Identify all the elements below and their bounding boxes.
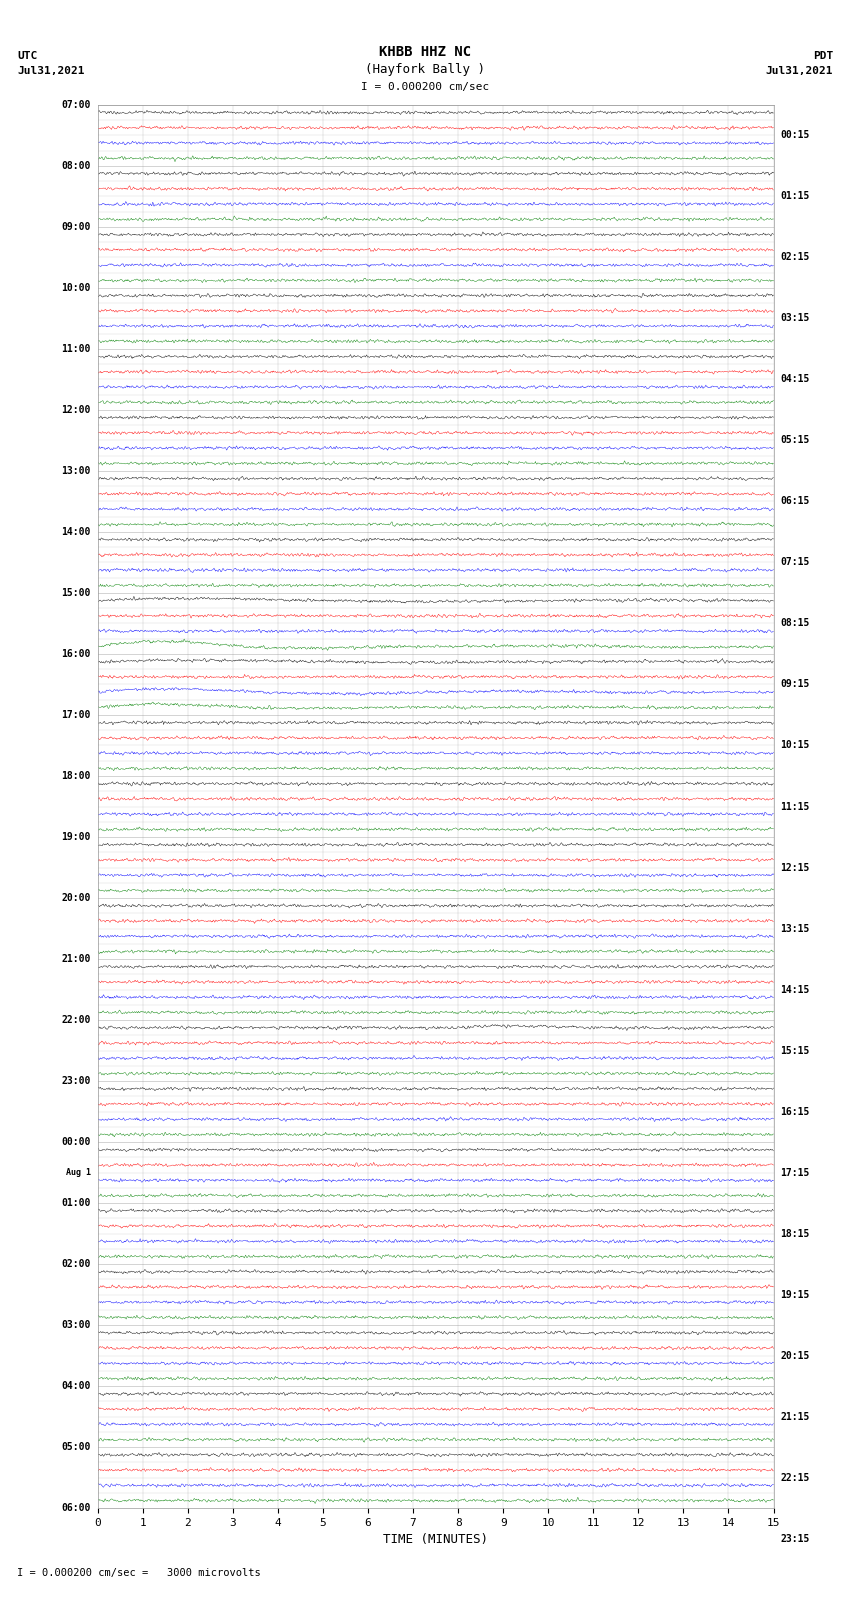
- Text: 09:00: 09:00: [61, 223, 91, 232]
- Text: 06:00: 06:00: [61, 1503, 91, 1513]
- Text: 13:00: 13:00: [61, 466, 91, 476]
- Text: 08:00: 08:00: [61, 161, 91, 171]
- Text: 10:15: 10:15: [780, 740, 810, 750]
- Text: UTC: UTC: [17, 52, 37, 61]
- Text: 16:00: 16:00: [61, 648, 91, 660]
- Text: 19:00: 19:00: [61, 832, 91, 842]
- Text: 06:15: 06:15: [780, 497, 810, 506]
- Text: 02:00: 02:00: [61, 1260, 91, 1269]
- Text: 22:15: 22:15: [780, 1473, 810, 1482]
- Text: 21:15: 21:15: [780, 1411, 810, 1421]
- Text: 14:15: 14:15: [780, 984, 810, 995]
- Text: I = 0.000200 cm/sec =   3000 microvolts: I = 0.000200 cm/sec = 3000 microvolts: [17, 1568, 261, 1578]
- Text: 15:15: 15:15: [780, 1045, 810, 1055]
- Text: 23:15: 23:15: [780, 1534, 810, 1544]
- Text: 00:00: 00:00: [61, 1137, 91, 1147]
- Text: 00:15: 00:15: [780, 131, 810, 140]
- Text: Jul31,2021: Jul31,2021: [17, 66, 84, 76]
- Text: 20:00: 20:00: [61, 894, 91, 903]
- Text: 05:00: 05:00: [61, 1442, 91, 1452]
- Text: 01:15: 01:15: [780, 192, 810, 202]
- Text: 12:00: 12:00: [61, 405, 91, 415]
- Text: 07:00: 07:00: [61, 100, 91, 110]
- Text: 02:15: 02:15: [780, 252, 810, 263]
- Text: 20:15: 20:15: [780, 1350, 810, 1361]
- Text: 17:15: 17:15: [780, 1168, 810, 1177]
- Text: 21:00: 21:00: [61, 953, 91, 965]
- Text: 14:00: 14:00: [61, 527, 91, 537]
- Text: 19:15: 19:15: [780, 1290, 810, 1300]
- Text: 11:15: 11:15: [780, 802, 810, 811]
- Text: PDT: PDT: [813, 52, 833, 61]
- Text: 15:00: 15:00: [61, 589, 91, 598]
- Text: 04:15: 04:15: [780, 374, 810, 384]
- Text: 03:00: 03:00: [61, 1319, 91, 1331]
- Text: 17:00: 17:00: [61, 710, 91, 719]
- Text: 08:15: 08:15: [780, 618, 810, 629]
- Text: 03:15: 03:15: [780, 313, 810, 323]
- Text: (Hayfork Bally ): (Hayfork Bally ): [365, 63, 485, 76]
- Text: 22:00: 22:00: [61, 1015, 91, 1024]
- Text: 12:15: 12:15: [780, 863, 810, 873]
- Text: 11:00: 11:00: [61, 344, 91, 353]
- Text: 01:00: 01:00: [61, 1198, 91, 1208]
- Text: 05:15: 05:15: [780, 436, 810, 445]
- Text: KHBB HHZ NC: KHBB HHZ NC: [379, 45, 471, 58]
- Text: 18:00: 18:00: [61, 771, 91, 781]
- Text: 10:00: 10:00: [61, 282, 91, 294]
- Text: 04:00: 04:00: [61, 1381, 91, 1390]
- Text: Aug 1: Aug 1: [66, 1168, 91, 1177]
- Text: 18:15: 18:15: [780, 1229, 810, 1239]
- Text: Jul31,2021: Jul31,2021: [766, 66, 833, 76]
- Text: 16:15: 16:15: [780, 1107, 810, 1116]
- X-axis label: TIME (MINUTES): TIME (MINUTES): [383, 1534, 488, 1547]
- Text: 23:00: 23:00: [61, 1076, 91, 1086]
- Text: I = 0.000200 cm/sec: I = 0.000200 cm/sec: [361, 82, 489, 92]
- Text: 09:15: 09:15: [780, 679, 810, 689]
- Text: 07:15: 07:15: [780, 558, 810, 568]
- Text: 13:15: 13:15: [780, 924, 810, 934]
